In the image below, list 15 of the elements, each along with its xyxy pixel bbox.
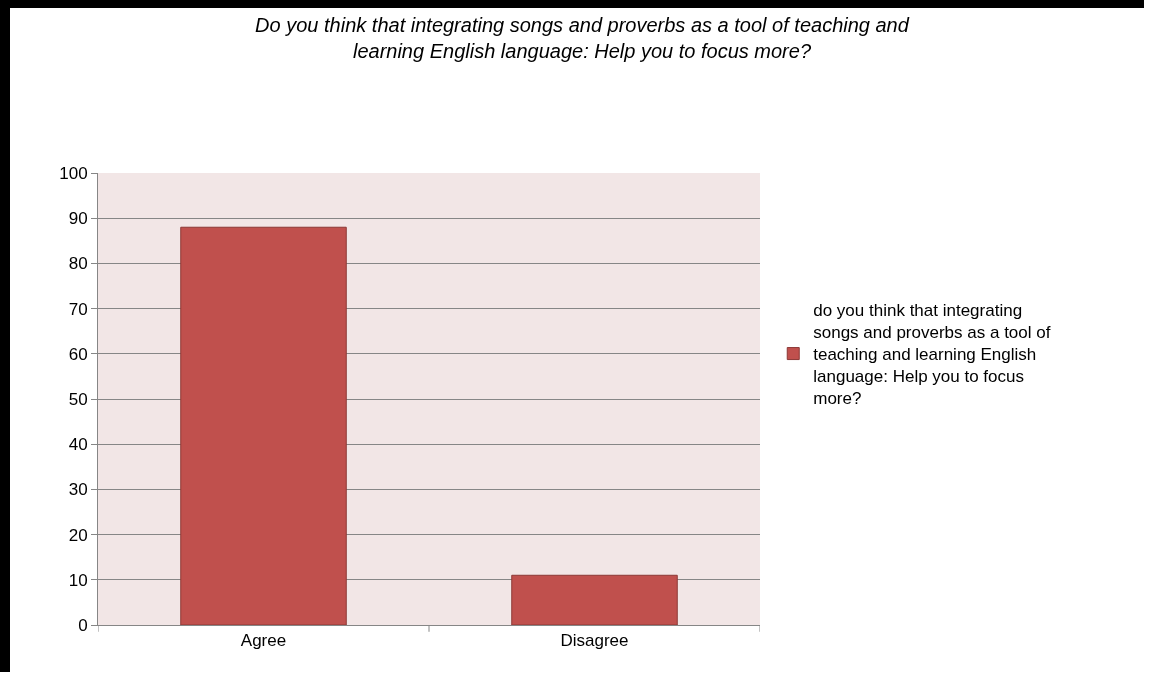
y-tick-label: 20 <box>68 525 88 545</box>
chart-title: Do you think that integrating songs and proverbs as a tool of teaching and learning English language: Help you to focus more? <box>255 13 910 62</box>
y-tick-label: 70 <box>68 299 88 319</box>
y-tick-label: 100 <box>59 163 88 183</box>
x-tick-label: Disagree <box>560 631 629 651</box>
y-tick-label: 50 <box>68 389 88 409</box>
y-tick-label: 40 <box>68 435 88 455</box>
y-tick-label: 90 <box>68 209 88 229</box>
legend-label: do you think that integrating songs and proverbs as a tool of teaching and learning English language: Help you to focus more? <box>813 300 1051 409</box>
x-tick-label: Agree <box>240 631 287 651</box>
y-tick-label: 60 <box>68 344 88 364</box>
y-tick-label: 30 <box>68 480 88 500</box>
y-tick-label: 80 <box>68 254 88 274</box>
y-tick-label: 0 <box>78 615 88 635</box>
y-tick-label: 10 <box>68 570 88 590</box>
